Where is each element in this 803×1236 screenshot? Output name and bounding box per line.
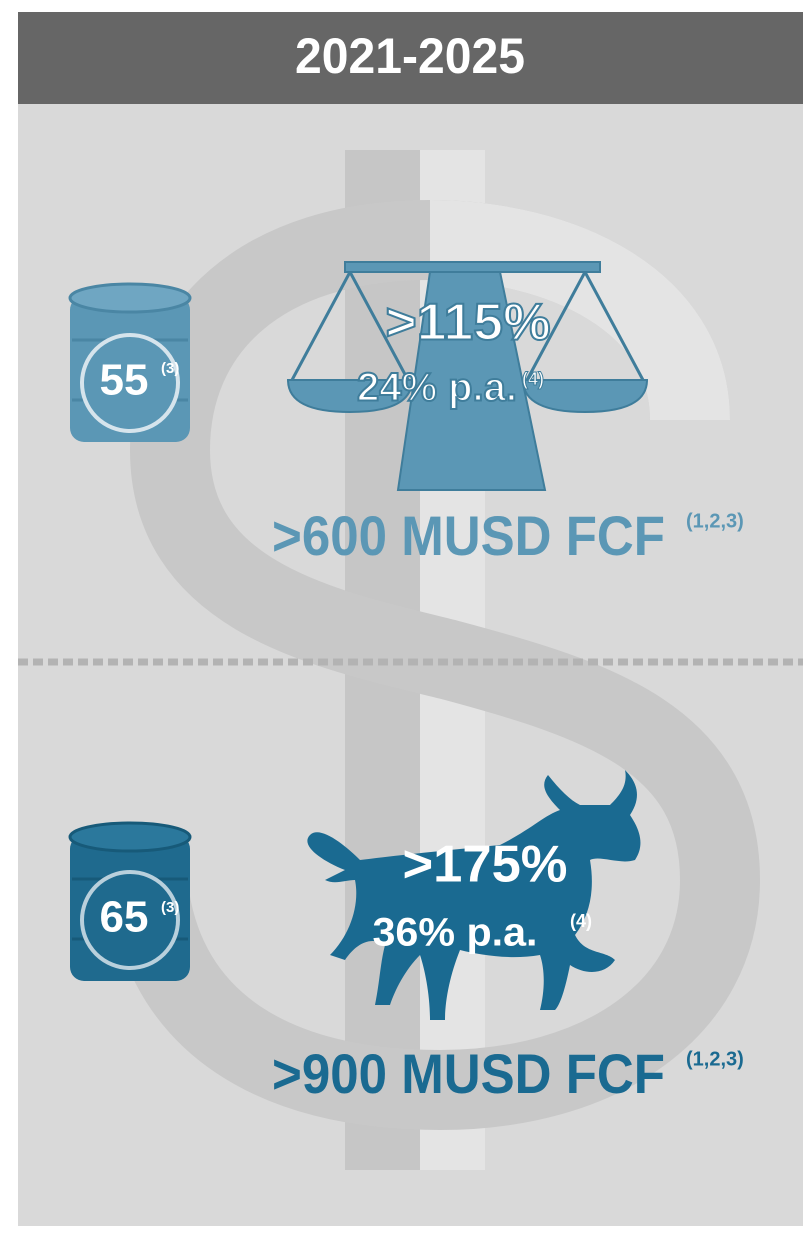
fcf: >600 MUSD FCF bbox=[272, 504, 665, 567]
footnote: (3) bbox=[161, 899, 179, 916]
footnote: (4) bbox=[522, 369, 544, 389]
infographic: 2021-2025 55 (3) >115% 24% p.a. (4) >600… bbox=[0, 0, 803, 1236]
fcf: >900 MUSD FCF bbox=[272, 1042, 665, 1105]
annual-return: 24% p.a. bbox=[357, 366, 517, 410]
oil-price: 55 bbox=[100, 356, 149, 405]
footnote: (1,2,3) bbox=[686, 510, 744, 532]
annual-return: 36% p.a. bbox=[373, 911, 538, 955]
return-value: >175% bbox=[403, 836, 568, 894]
footnote: (4) bbox=[570, 911, 592, 931]
footnote: (1,2,3) bbox=[686, 1048, 744, 1070]
footnote: (3) bbox=[161, 360, 179, 377]
oil-price: 65 bbox=[100, 893, 149, 942]
return-value: >115% bbox=[386, 294, 551, 352]
header-title: 2021-2025 bbox=[295, 28, 525, 84]
